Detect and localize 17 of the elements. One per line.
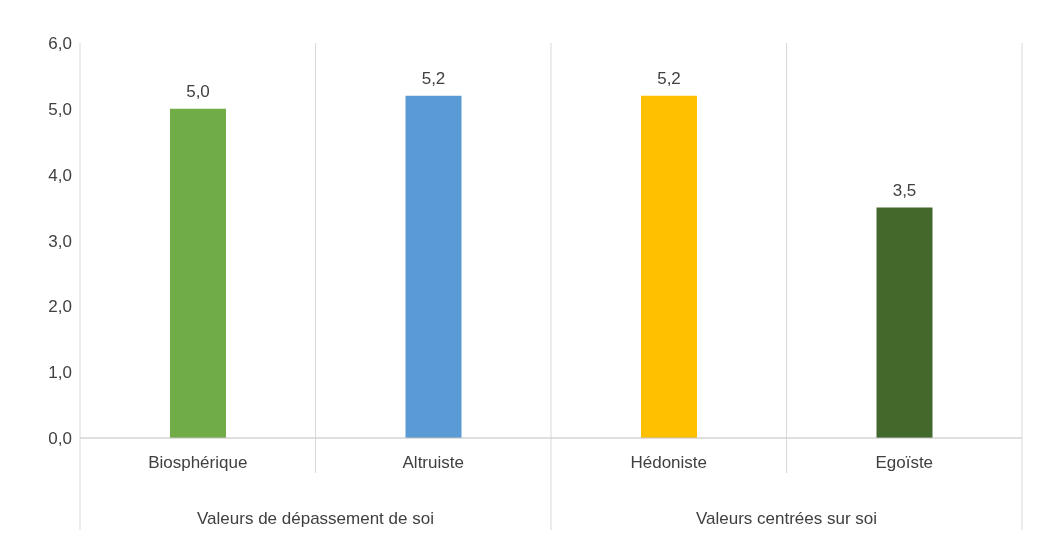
- y-tick-label: 0,0: [48, 429, 72, 449]
- y-tick-label: 4,0: [48, 165, 72, 185]
- y-tick-label: 5,0: [48, 99, 72, 119]
- data-label: 5,2: [421, 68, 446, 88]
- data-label: 3,5: [892, 180, 917, 200]
- data-label: 5,0: [186, 81, 210, 101]
- y-tick-label: 2,0: [48, 297, 72, 317]
- x-tick-label: Altruiste: [402, 453, 464, 472]
- text: Valeurs de dépassement de soi: [197, 509, 434, 528]
- y-tick-label: 1,0: [48, 363, 72, 383]
- data-label: 5,2: [657, 68, 681, 88]
- y-tick-label: 3,0: [48, 231, 72, 251]
- x-tick-label: Egoïste: [875, 453, 934, 472]
- x-tick-label: Biosphérique: [148, 453, 248, 472]
- x-tick-label: Hédoniste: [630, 453, 708, 472]
- text: Valeurs centrées sur soi: [695, 509, 878, 528]
- y-tick-label: 6,0: [48, 34, 72, 54]
